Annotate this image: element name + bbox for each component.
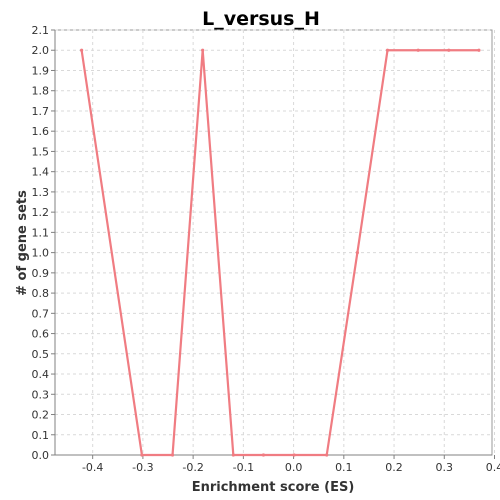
- data-point: [325, 453, 329, 457]
- y-tick-label: 0.5: [32, 348, 50, 361]
- y-tick-label: 1.4: [32, 166, 50, 179]
- grid: [55, 29, 496, 456]
- y-tick-label: 0.6: [32, 328, 50, 341]
- y-tick-label: 0.1: [32, 429, 50, 442]
- x-axis-label: Enrichment score (ES): [192, 480, 355, 495]
- data-point: [477, 48, 481, 52]
- chart-title: L_versus_H: [202, 8, 320, 30]
- x-tick-label: 0.1: [335, 461, 353, 474]
- x-tick-label: 0.2: [385, 461, 403, 474]
- data-point: [261, 453, 266, 457]
- data-point: [416, 48, 420, 52]
- y-tick-label: 1.7: [32, 105, 50, 118]
- data-point: [140, 453, 144, 457]
- y-tick-label: 0.4: [32, 368, 50, 381]
- x-tick-label: 0.0: [285, 461, 303, 474]
- data-point: [355, 251, 359, 255]
- data-point: [385, 48, 390, 52]
- y-tick-label: 2.0: [32, 44, 50, 57]
- y-tick-label: 1.3: [32, 186, 50, 199]
- plot-area: [54, 29, 493, 456]
- x-tick-label: -0.2: [182, 461, 203, 474]
- y-tick-label: 0.9: [32, 267, 50, 280]
- y-tick-label: 0.2: [32, 409, 50, 422]
- series-layer: [80, 48, 481, 457]
- y-tick-label: 1.1: [32, 226, 50, 239]
- y-tick-label: 1.6: [32, 125, 50, 138]
- y-tick-label: 1.5: [32, 145, 50, 158]
- y-tick-label: 0.0: [32, 449, 50, 462]
- y-tick-label: 1.9: [32, 64, 50, 77]
- y-tick-label: 1.2: [32, 206, 50, 219]
- y-axis-label: # of gene sets: [15, 190, 30, 296]
- y-tick-label: 0.8: [32, 287, 50, 300]
- data-point: [231, 453, 235, 457]
- x-tick-label: 0.4: [486, 461, 500, 474]
- x-tick-label: 0.3: [436, 461, 454, 474]
- data-point: [201, 48, 205, 52]
- data-point: [170, 453, 175, 457]
- x-tick-label: -0.3: [132, 461, 153, 474]
- tick-labels: -0.4 -0.3 -0.2 -0.1 0.0 0.1 0.2 0.3 0.4 0.0 0.1 0.2…: [32, 24, 500, 474]
- y-tick-label: 2.1: [32, 24, 50, 37]
- y-tick-label: 0.7: [32, 307, 50, 320]
- data-point: [292, 453, 296, 457]
- y-tick-label: 1.0: [32, 247, 50, 260]
- data-point: [80, 48, 84, 52]
- x-tick-label: -0.1: [233, 461, 254, 474]
- data-point: [447, 48, 451, 52]
- y-tick-label: 0.3: [32, 388, 50, 401]
- y-tick-label: 1.8: [32, 85, 50, 98]
- x-tick-label: -0.4: [82, 461, 103, 474]
